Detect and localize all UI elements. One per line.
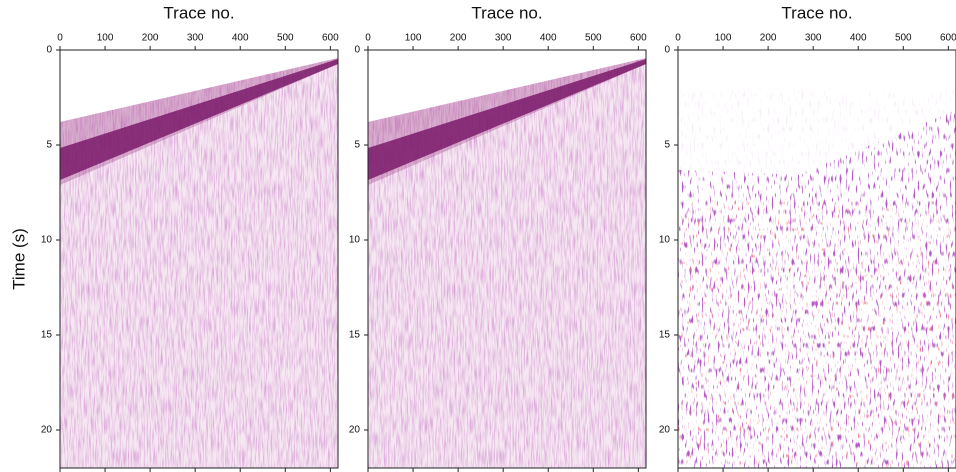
first-arrival [368, 59, 646, 180]
x-axis-label: Trace no. [471, 3, 542, 22]
image-quiet-zone [368, 50, 646, 122]
x-tick-label: 200 [142, 33, 159, 44]
y-axis-label: Time (s) [9, 228, 28, 290]
frame [367, 49, 647, 469]
y-tick-label: 10 [41, 235, 53, 246]
y-tick-label: 10 [349, 235, 361, 246]
x-tick-label: 0 [675, 33, 681, 44]
image-quiet-zone [678, 50, 956, 175]
x-tick-label: 600 [940, 33, 956, 44]
x-tick-label: 500 [895, 33, 912, 44]
panel [367, 49, 647, 469]
x-tick-label: 400 [540, 33, 557, 44]
y-tick-label: 5 [664, 140, 670, 151]
y-tick-label: 15 [41, 330, 53, 341]
x-tick-label: 600 [630, 33, 647, 44]
panel [59, 49, 339, 469]
y-tick-label: 15 [659, 330, 671, 341]
x-tick-label: 500 [277, 33, 294, 44]
x-tick-label: 400 [850, 33, 867, 44]
x-axis-label: Trace no. [781, 3, 852, 22]
x-tick-label: 200 [450, 33, 467, 44]
x-tick-label: 0 [57, 33, 63, 44]
y-tick-label: 0 [354, 45, 360, 56]
x-tick-label: 100 [715, 33, 732, 44]
first-arrival [60, 59, 338, 180]
x-axis-label: Trace no. [163, 3, 234, 22]
x-tick-label: 500 [585, 33, 602, 44]
x-tick-label: 300 [187, 33, 204, 44]
x-tick-label: 400 [232, 33, 249, 44]
image-noise [678, 200, 956, 468]
x-tick-label: 100 [97, 33, 114, 44]
y-tick-label: 20 [659, 425, 671, 436]
y-tick-label: 0 [664, 45, 670, 56]
y-tick-label: 15 [349, 330, 361, 341]
x-tick-label: 600 [322, 33, 339, 44]
image-quiet-zone [60, 50, 338, 122]
y-tick-label: 5 [46, 140, 52, 151]
x-tick-label: 300 [805, 33, 822, 44]
y-tick-label: 5 [354, 140, 360, 151]
y-tick-label: 0 [46, 45, 52, 56]
frame [59, 49, 339, 469]
y-tick-label: 10 [659, 235, 671, 246]
y-tick-label: 20 [41, 425, 53, 436]
panel [677, 49, 956, 469]
x-tick-label: 0 [365, 33, 371, 44]
x-tick-label: 100 [405, 33, 422, 44]
x-tick-label: 200 [760, 33, 777, 44]
frame [677, 49, 956, 469]
y-tick-label: 20 [349, 425, 361, 436]
x-tick-label: 300 [495, 33, 512, 44]
